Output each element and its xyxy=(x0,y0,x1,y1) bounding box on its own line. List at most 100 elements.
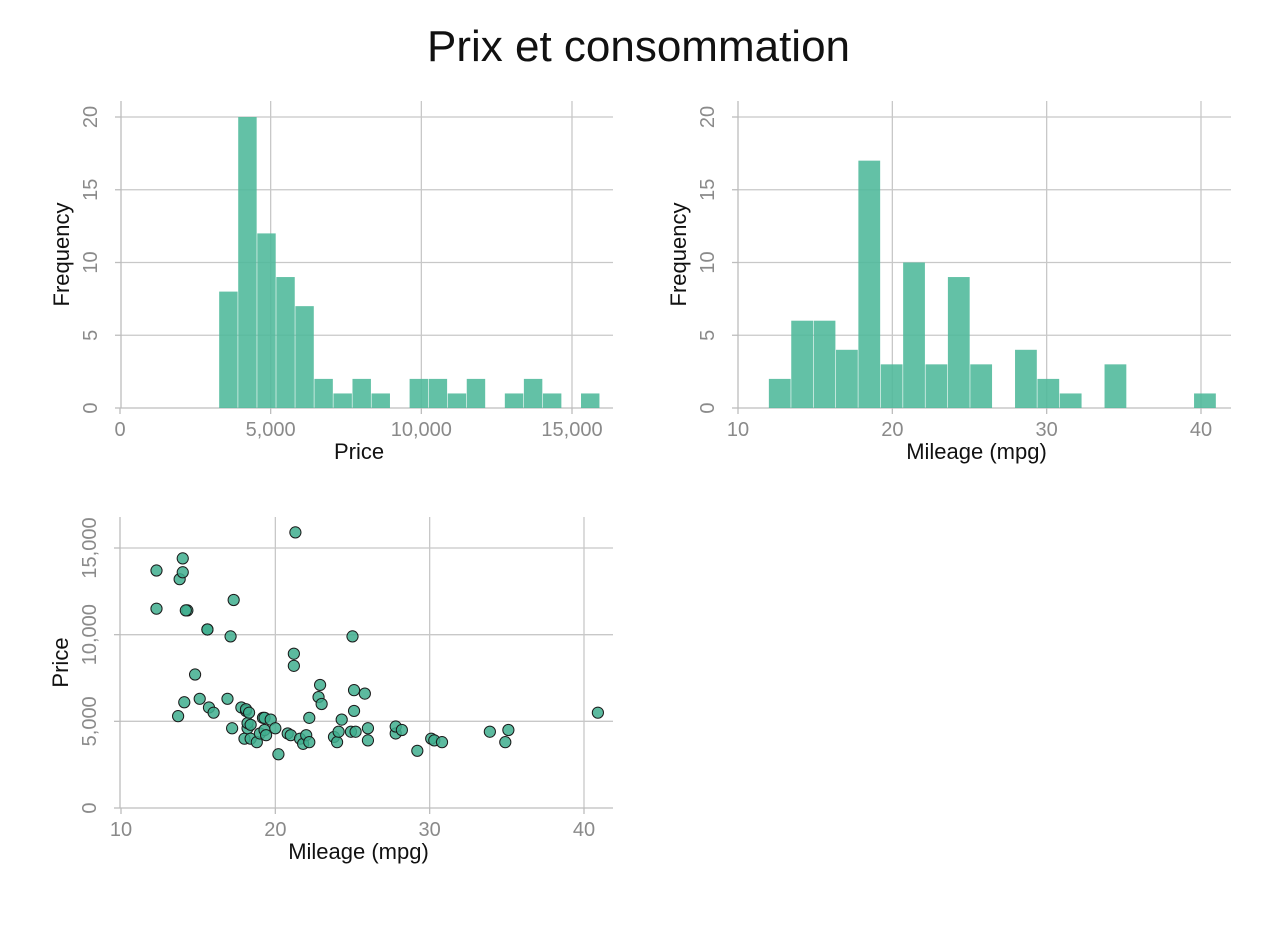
histogram-bar xyxy=(768,378,791,408)
x-axis-title: Mileage (mpg) xyxy=(906,439,1047,464)
histogram-bar xyxy=(409,378,429,408)
scatter-point xyxy=(244,718,257,731)
histogram-bar xyxy=(970,364,993,408)
x-tick-label: 20 xyxy=(264,819,286,841)
scatter-point xyxy=(499,736,512,749)
scatter-point xyxy=(347,704,361,718)
scatter-point xyxy=(411,744,424,757)
scatter-point xyxy=(349,725,362,738)
scatter-point xyxy=(201,623,214,636)
histogram-bar xyxy=(947,277,970,408)
scatter-point xyxy=(259,729,273,742)
scatter-point xyxy=(483,725,496,738)
y-tick-label: 15 xyxy=(697,179,719,201)
y-tick-label: 10 xyxy=(80,251,102,273)
x-tick-label: 10 xyxy=(110,819,132,841)
histogram-bar xyxy=(333,393,352,408)
y-tick-label: 15,000 xyxy=(79,517,101,578)
histogram-bar xyxy=(466,378,486,408)
x-tick-label: 30 xyxy=(419,819,441,841)
price-histogram-panel: 0 5,000 10,000 15,000 0 5 10 15 20 Price Frequency xyxy=(49,101,613,464)
histogram-bar xyxy=(880,364,903,408)
scatter-point xyxy=(287,647,300,660)
scatter-point xyxy=(395,723,408,737)
scatter-point xyxy=(289,526,302,539)
x-tick-label: 10 xyxy=(727,419,749,441)
scatter-point xyxy=(269,722,282,735)
scatter-point xyxy=(332,725,345,738)
histogram-bar xyxy=(447,393,467,408)
scatter-point xyxy=(150,602,163,615)
histogram-bar xyxy=(903,262,925,408)
scatter-point xyxy=(150,564,163,577)
scatter-point xyxy=(330,736,344,749)
scatter-point xyxy=(224,630,237,643)
histogram-bar xyxy=(858,160,881,408)
x-axis-title: Price xyxy=(334,439,384,464)
scatter-point xyxy=(227,593,240,607)
y-tick-label: 10,000 xyxy=(79,604,101,665)
scatter-point xyxy=(242,706,256,719)
y-tick-label: 5 xyxy=(80,330,102,341)
histogram-bar xyxy=(791,320,814,408)
x-axis-title: Mileage (mpg) xyxy=(288,839,429,864)
x-tick-label: 10,000 xyxy=(391,419,452,441)
x-tick-label: 15,000 xyxy=(541,419,602,441)
y-axis-title: Frequency xyxy=(666,203,691,307)
scatter-point xyxy=(313,678,327,692)
scatter-point xyxy=(207,706,220,719)
histogram-bar xyxy=(925,364,948,408)
histogram-bar xyxy=(504,393,524,408)
histogram-bar xyxy=(314,378,333,408)
scatter-point xyxy=(221,692,234,705)
histogram-bar xyxy=(1037,378,1060,408)
scatter-point xyxy=(303,711,316,724)
x-tick-label: 20 xyxy=(881,419,903,441)
price-mileage-scatter-panel: 10 20 30 40 0 5,000 10,000 15,000 Mileage (mpg) P… xyxy=(48,517,613,864)
scatter-point xyxy=(226,722,239,735)
histogram-bar xyxy=(1059,393,1082,408)
scatter-point xyxy=(176,566,189,579)
histogram-bar xyxy=(371,393,390,408)
y-tick-label: 0 xyxy=(80,402,102,413)
y-tick-label: 10 xyxy=(697,251,719,273)
x-tick-label: 30 xyxy=(1036,419,1058,441)
histogram-bar xyxy=(542,393,562,408)
scatter-point xyxy=(502,723,515,737)
scatter-point xyxy=(591,706,604,719)
y-tick-label: 0 xyxy=(697,402,719,413)
y-tick-label: 20 xyxy=(697,106,719,128)
scatter-point xyxy=(178,696,191,709)
scatter-point xyxy=(346,630,359,643)
histogram-bar xyxy=(813,320,836,408)
y-tick-label: 15 xyxy=(80,179,102,201)
y-tick-label: 20 xyxy=(80,106,102,128)
histogram-bar xyxy=(257,233,276,408)
y-tick-label: 5,000 xyxy=(79,696,101,746)
scatter-point xyxy=(172,710,185,723)
histogram-bar xyxy=(428,378,448,408)
histogram-bar xyxy=(276,277,295,408)
histogram-bar xyxy=(295,306,314,408)
histogram-bar xyxy=(1104,364,1127,408)
scatter-point xyxy=(435,736,449,749)
y-axis-title: Frequency xyxy=(49,203,74,307)
scatter-point xyxy=(287,659,300,672)
histogram-bar xyxy=(238,117,257,408)
scatter-point xyxy=(179,604,192,617)
histogram-bar xyxy=(523,378,543,408)
histogram-bar xyxy=(1194,393,1216,408)
y-axis-title: Price xyxy=(48,637,73,687)
scatter-point xyxy=(193,692,206,705)
scatter-point xyxy=(361,734,375,747)
x-tick-label: 40 xyxy=(573,819,595,841)
scatter-point xyxy=(303,736,316,749)
x-tick-label: 5,000 xyxy=(246,419,296,441)
scatter-point xyxy=(272,748,285,761)
x-tick-label: 40 xyxy=(1190,419,1212,441)
scatter-point xyxy=(335,713,348,726)
scatter-point xyxy=(176,552,189,565)
scatter-point xyxy=(315,697,328,711)
histogram-bar xyxy=(1015,349,1037,408)
